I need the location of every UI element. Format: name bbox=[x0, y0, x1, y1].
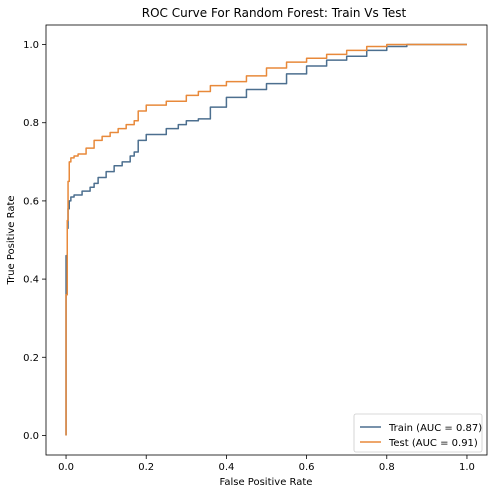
y-tick-label: 0.4 bbox=[23, 275, 39, 286]
plot-area bbox=[46, 25, 487, 455]
x-tick-label: 0.8 bbox=[379, 462, 395, 473]
y-tick-label: 0.2 bbox=[23, 353, 39, 364]
x-tick-label: 0.6 bbox=[299, 462, 315, 473]
x-tick-label: 0.2 bbox=[138, 462, 154, 473]
y-tick-label: 1.0 bbox=[23, 40, 39, 51]
x-tick-label: 1.0 bbox=[459, 462, 475, 473]
x-axis-ticks: 0.0 0.2 0.4 0.6 0.8 1.0 bbox=[58, 455, 475, 473]
x-tick-label: 0.4 bbox=[218, 462, 234, 473]
x-axis-label: False Positive Rate bbox=[220, 477, 313, 488]
y-axis-label: True Positive Rate bbox=[6, 195, 17, 285]
chart-title: ROC Curve For Random Forest: Train Vs Te… bbox=[142, 6, 407, 20]
legend: Train (AUC = 0.87) Test (AUC = 0.91) bbox=[354, 414, 482, 452]
y-axis-ticks: 0.0 0.2 0.4 0.6 0.8 1.0 bbox=[23, 40, 46, 442]
y-tick-label: 0.0 bbox=[23, 431, 39, 442]
y-tick-label: 0.6 bbox=[23, 196, 39, 207]
legend-label-test: Test (AUC = 0.91) bbox=[388, 438, 478, 449]
y-tick-label: 0.8 bbox=[23, 118, 39, 129]
x-tick-label: 0.0 bbox=[58, 462, 74, 473]
legend-label-train: Train (AUC = 0.87) bbox=[388, 423, 482, 434]
